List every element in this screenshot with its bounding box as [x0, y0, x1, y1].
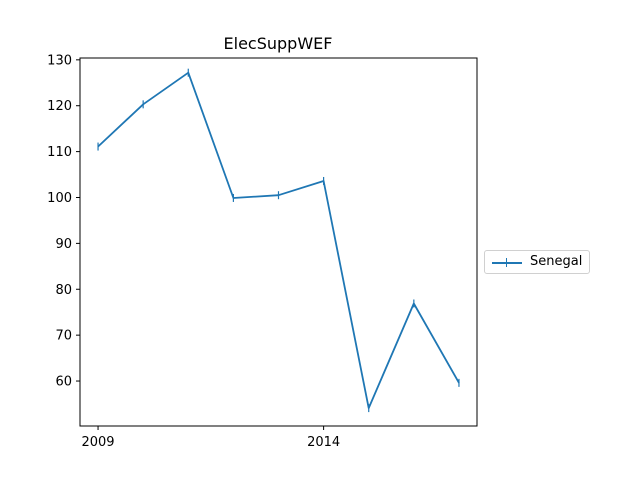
- plot-area-frame: [79, 57, 478, 427]
- legend-series-line: [492, 262, 522, 264]
- plot-data: [97, 68, 460, 413]
- y-tick-label: 130: [47, 53, 72, 68]
- x-tick-label: 2014: [307, 435, 340, 450]
- series-line: [97, 71, 460, 410]
- y-tick-label: 70: [55, 329, 72, 344]
- legend-series-marker: [506, 258, 507, 267]
- chart-title: ElecSuppWEF: [224, 34, 333, 53]
- y-tick-label: 80: [55, 283, 72, 298]
- y-tick-label: 100: [47, 191, 72, 206]
- legend-series-label: Senegal: [530, 254, 583, 269]
- axes: 60 70 80 90 100 110 120 130 2009 2014: [47, 53, 340, 450]
- y-tick-label: 60: [55, 375, 72, 390]
- y-tick-label: 120: [47, 99, 72, 114]
- legend: Senegal: [484, 250, 590, 274]
- x-tick-label: 2009: [81, 435, 114, 450]
- y-tick-label: 90: [55, 237, 72, 252]
- y-tick-label: 110: [47, 145, 72, 160]
